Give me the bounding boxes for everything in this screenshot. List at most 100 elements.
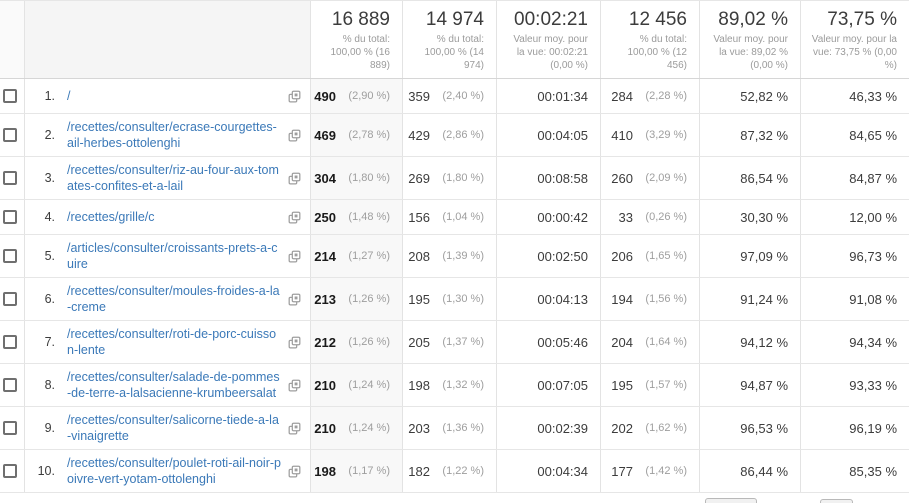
page-link[interactable]: /articles/consulter/croissants-prets-a-c… bbox=[67, 241, 278, 271]
page-link[interactable]: /recettes/consulter/salicorne-tiede-a-la… bbox=[67, 413, 279, 443]
page-cell: 8. /recettes/consulter/salade-de-pommes-… bbox=[25, 364, 311, 406]
header-entrances[interactable]: 12 456 % du total: 100,00 % (12 456) bbox=[601, 1, 700, 78]
unique-pageviews-value: 198 bbox=[408, 377, 430, 393]
header-pageviews[interactable]: 16 889 % du total: 100,00 % (16 889) bbox=[311, 1, 403, 78]
open-report-icon[interactable] bbox=[287, 335, 302, 350]
row-checkbox[interactable] bbox=[3, 210, 17, 224]
entrances-cell: 177 (1,42 %) bbox=[601, 450, 700, 492]
avg-time-cell: 00:02:50 bbox=[497, 235, 601, 277]
row-index: 5. bbox=[44, 249, 55, 263]
header-bounce-rate[interactable]: 89,02 % Valeur moy. pour la vue: 89,02 %… bbox=[700, 1, 801, 78]
pageviews-cell: 212 (1,26 %) bbox=[311, 321, 403, 363]
pageviews-value: 214 bbox=[314, 248, 336, 264]
page-cell: 5. /articles/consulter/croissants-prets-… bbox=[25, 235, 311, 277]
exit-rate-cell: 96,19 % bbox=[801, 407, 909, 449]
header-unique-pageviews[interactable]: 14 974 % du total: 100,00 % (14 974) bbox=[403, 1, 497, 78]
unique-pageviews-total: 14 974 bbox=[425, 9, 484, 30]
page-nav-button[interactable] bbox=[820, 499, 853, 503]
row-checkbox[interactable] bbox=[3, 421, 17, 435]
rows-per-page-button[interactable] bbox=[705, 498, 757, 503]
row-checkbox-cell bbox=[0, 114, 25, 156]
row-checkbox[interactable] bbox=[3, 249, 17, 263]
bounce-rate-value: 96,53 % bbox=[740, 420, 788, 436]
avg-time-value: 00:05:46 bbox=[537, 334, 588, 350]
entrances-percent: (2,09 %) bbox=[645, 172, 687, 184]
table-body: 1. / 490 (2,90 %) 359 (2,40 %) 00:01:34 … bbox=[0, 79, 909, 493]
page-link[interactable]: /recettes/consulter/poulet-roti-ail-noir… bbox=[67, 456, 281, 486]
avg-time-cell: 00:01:34 bbox=[497, 79, 601, 113]
pageviews-value: 213 bbox=[314, 291, 336, 307]
page-link[interactable]: / bbox=[67, 89, 71, 103]
avg-time-cell: 00:00:42 bbox=[497, 200, 601, 234]
pageviews-cell: 304 (1,80 %) bbox=[311, 157, 403, 199]
entrances-value: 260 bbox=[611, 170, 633, 186]
open-report-icon[interactable] bbox=[287, 89, 302, 104]
entrances-percent: (1,65 %) bbox=[645, 250, 687, 262]
bounce-rate-value: 94,87 % bbox=[740, 377, 788, 393]
entrances-value: 195 bbox=[611, 377, 633, 393]
unique-pageviews-percent: (2,86 %) bbox=[442, 129, 484, 141]
row-checkbox[interactable] bbox=[3, 292, 17, 306]
unique-pageviews-value: 203 bbox=[408, 420, 430, 436]
header-page-cell bbox=[25, 1, 311, 78]
avg-time-total: 00:02:21 bbox=[514, 9, 588, 30]
entrances-cell: 202 (1,62 %) bbox=[601, 407, 700, 449]
unique-pageviews-value: 205 bbox=[408, 334, 430, 350]
open-report-icon[interactable] bbox=[287, 292, 302, 307]
open-report-icon[interactable] bbox=[287, 171, 302, 186]
row-index: 4. bbox=[44, 210, 55, 224]
avg-time-value: 00:08:58 bbox=[537, 170, 588, 186]
page-link[interactable]: /recettes/consulter/riz-au-four-aux-toma… bbox=[67, 163, 279, 193]
entrances-value: 204 bbox=[611, 334, 633, 350]
open-report-icon[interactable] bbox=[287, 378, 302, 393]
page-link[interactable]: /recettes/consulter/salade-de-pommes-de-… bbox=[67, 370, 280, 400]
pageviews-percent: (1,24 %) bbox=[348, 422, 390, 434]
exit-rate-total-sub: Valeur moy. pour la vue: 73,75 % (0,00 %… bbox=[811, 34, 897, 71]
row-checkbox-cell bbox=[0, 321, 25, 363]
row-checkbox-cell bbox=[0, 79, 25, 113]
row-checkbox-cell bbox=[0, 364, 25, 406]
entrances-value: 202 bbox=[611, 420, 633, 436]
row-checkbox[interactable] bbox=[3, 171, 17, 185]
open-report-icon[interactable] bbox=[287, 128, 302, 143]
open-report-icon[interactable] bbox=[287, 249, 302, 264]
page-link[interactable]: /recettes/consulter/moules-froides-a-la-… bbox=[67, 284, 280, 314]
entrances-cell: 206 (1,65 %) bbox=[601, 235, 700, 277]
table-row: 5. /articles/consulter/croissants-prets-… bbox=[0, 235, 909, 278]
pageviews-cell: 198 (1,17 %) bbox=[311, 450, 403, 492]
bounce-rate-value: 86,54 % bbox=[740, 170, 788, 186]
unique-pageviews-cell: 269 (1,80 %) bbox=[403, 157, 497, 199]
page-link[interactable]: /recettes/consulter/ecrase-courgettes-ai… bbox=[67, 120, 277, 150]
open-report-icon[interactable] bbox=[287, 421, 302, 436]
avg-time-cell: 00:08:58 bbox=[497, 157, 601, 199]
table-header-row: 16 889 % du total: 100,00 % (16 889) 14 … bbox=[0, 1, 909, 79]
row-checkbox[interactable] bbox=[3, 464, 17, 478]
page-link[interactable]: /recettes/consulter/roti-de-porc-cuisson… bbox=[67, 327, 277, 357]
pageviews-value: 212 bbox=[314, 334, 336, 350]
exit-rate-value: 46,33 % bbox=[849, 88, 897, 104]
bounce-rate-cell: 86,54 % bbox=[700, 157, 801, 199]
pageviews-percent: (1,26 %) bbox=[348, 293, 390, 305]
row-index: 9. bbox=[44, 421, 55, 435]
row-checkbox[interactable] bbox=[3, 128, 17, 142]
header-avg-time[interactable]: 00:02:21 Valeur moy. pour la vue: 00:02:… bbox=[497, 1, 601, 78]
pageviews-cell: 214 (1,27 %) bbox=[311, 235, 403, 277]
pageviews-percent: (1,80 %) bbox=[348, 172, 390, 184]
row-checkbox[interactable] bbox=[3, 378, 17, 392]
bounce-rate-cell: 94,12 % bbox=[700, 321, 801, 363]
row-checkbox[interactable] bbox=[3, 335, 17, 349]
bounce-rate-total: 89,02 % bbox=[718, 9, 788, 30]
bounce-rate-cell: 87,32 % bbox=[700, 114, 801, 156]
header-exit-rate[interactable]: 73,75 % Valeur moy. pour la vue: 73,75 %… bbox=[801, 1, 909, 78]
entrances-value: 284 bbox=[611, 88, 633, 104]
page-link[interactable]: /recettes/grille/c bbox=[67, 210, 155, 224]
unique-pageviews-cell: 198 (1,32 %) bbox=[403, 364, 497, 406]
open-report-icon[interactable] bbox=[287, 210, 302, 225]
unique-pageviews-total-sub: % du total: 100,00 % (14 974) bbox=[424, 34, 485, 71]
row-checkbox-cell bbox=[0, 157, 25, 199]
open-report-icon[interactable] bbox=[287, 464, 302, 479]
row-index: 3. bbox=[44, 171, 55, 185]
row-index: 1. bbox=[44, 89, 55, 103]
row-checkbox[interactable] bbox=[3, 89, 17, 103]
pageviews-percent: (1,17 %) bbox=[348, 465, 390, 477]
